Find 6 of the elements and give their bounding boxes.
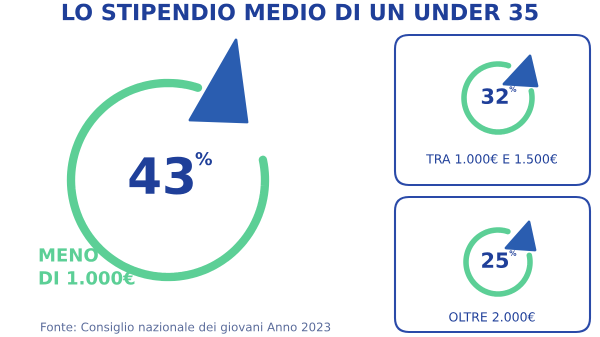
category-label: MENO DI 1.000€ [40, 248, 134, 285]
category-label: OLTRE 2.000€ [449, 312, 535, 322]
category-label: TRA 1.000€ E 1.500€ [426, 154, 558, 164]
text: LO STIPENDIO MEDIO DI UN UNDER 35 [62, 4, 538, 20]
source-note: Fonte: Consiglio nazionale dei giovani Anno 2023 [41, 322, 330, 334]
data-label: 43% [129, 152, 212, 195]
